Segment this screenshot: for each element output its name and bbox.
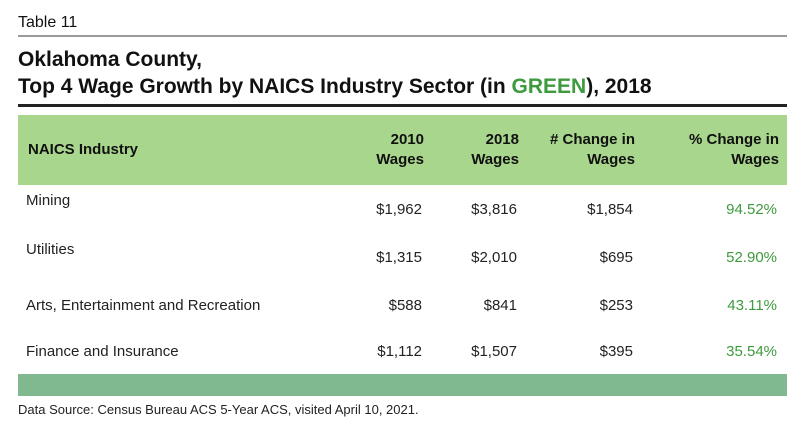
row-2018-wages: $3,816 (471, 201, 517, 218)
row-2018-wages: $1,507 (471, 343, 517, 360)
header-change-line2: Wages (587, 151, 635, 168)
header-change-wages: # Change in Wages (550, 130, 635, 170)
row-2010-wages: $1,112 (377, 343, 422, 360)
row-change-wages: $1,854 (587, 201, 633, 218)
table-title: Oklahoma County, Top 4 Wage Growth by NA… (18, 46, 652, 100)
data-source-note: Data Source: Census Bureau ACS 5-Year AC… (18, 402, 419, 417)
row-industry: Mining (26, 192, 71, 209)
header-pct-line1: % Change in (688, 131, 779, 148)
row-2018-wages: $2,010 (471, 249, 517, 266)
title-line-2: Top 4 Wage Growth by NAICS Industry Sect… (18, 73, 652, 100)
header-2010-line2: Wages (376, 151, 424, 168)
row-pct-change: 94.52% (726, 201, 777, 218)
row-2018-wages: $841 (483, 297, 517, 314)
title-line-1: Oklahoma County, (18, 48, 202, 71)
header-change-line1: # Change in (549, 131, 635, 148)
title-highlight: GREEN (511, 75, 587, 98)
row-pct-change: 52.90% (726, 249, 777, 266)
row-industry: Finance and Insurance (26, 343, 179, 360)
header-2018-line2: Wages (471, 151, 519, 168)
row-2010-wages: $588 (388, 297, 422, 314)
header-industry: NAICS Industry (28, 141, 139, 158)
table-footer-bar (18, 374, 787, 396)
row-change-wages: $695 (599, 249, 633, 266)
title-prefix: Top 4 Wage Growth by NAICS Industry Sect… (18, 75, 512, 98)
header-2010-wages: 2010 Wages (376, 130, 424, 170)
table-header: NAICS Industry 2010 Wages 2018 Wages # C… (18, 115, 787, 185)
title-divider (18, 104, 787, 107)
header-pct-line2: Wages (731, 151, 779, 168)
header-2018-line1: 2018 (485, 131, 519, 148)
table-label: Table 11 (18, 14, 78, 31)
title-suffix: ), 2018 (586, 75, 652, 98)
row-industry: Utilities (26, 241, 75, 258)
row-change-wages: $253 (599, 297, 633, 314)
header-pct-change-wages: % Change in Wages (689, 130, 779, 170)
header-2010-line1: 2010 (390, 131, 424, 148)
top-divider (18, 35, 787, 37)
header-2018-wages: 2018 Wages (471, 130, 519, 170)
row-2010-wages: $1,962 (376, 201, 422, 218)
row-pct-change: 43.11% (727, 297, 777, 314)
row-2010-wages: $1,315 (376, 249, 422, 266)
row-industry: Arts, Entertainment and Recreation (26, 297, 261, 314)
row-pct-change: 35.54% (726, 343, 777, 360)
row-change-wages: $395 (599, 343, 633, 360)
